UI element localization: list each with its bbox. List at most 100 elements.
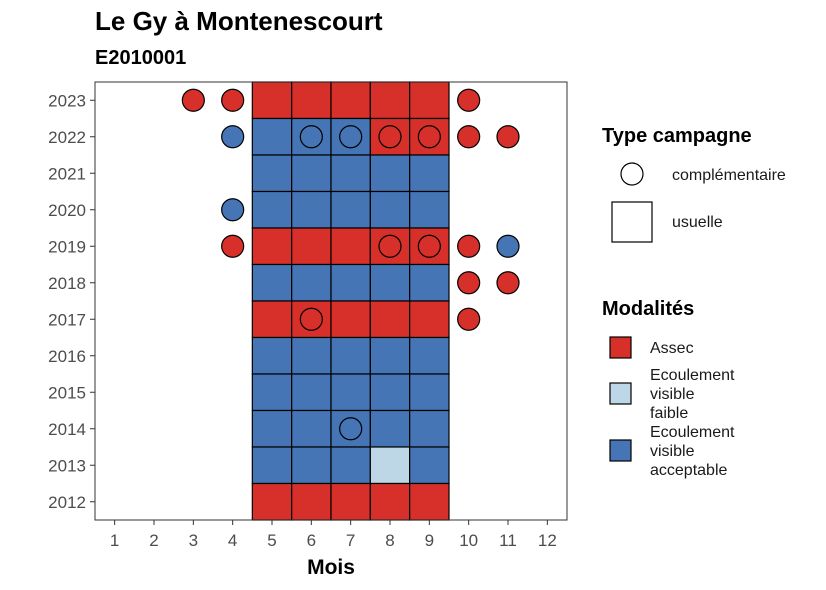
point-complementaire xyxy=(417,125,441,149)
cell-usuelle xyxy=(369,154,411,193)
cell-usuelle xyxy=(369,446,411,485)
y-tick-label: 2023 xyxy=(48,91,86,110)
cell-usuelle xyxy=(251,190,293,229)
cell-usuelle xyxy=(369,482,411,521)
legend-type-label: usuelle xyxy=(672,214,723,231)
cell-usuelle xyxy=(251,482,293,521)
cell-usuelle xyxy=(330,336,371,375)
y-tick-label: 2022 xyxy=(48,128,86,147)
x-tick-label: 3 xyxy=(189,531,198,550)
point-complementaire xyxy=(457,125,481,149)
cell-usuelle xyxy=(291,190,332,229)
cell-usuelle xyxy=(409,81,450,120)
point-complementaire xyxy=(457,307,481,331)
legend-modalites-title: Modalités xyxy=(602,298,694,320)
x-tick-label: 12 xyxy=(538,531,557,550)
cell-usuelle xyxy=(291,154,332,193)
point-complementaire xyxy=(457,234,481,258)
point-complementaire xyxy=(457,88,481,112)
point-complementaire xyxy=(417,234,441,258)
cell-usuelle xyxy=(251,409,293,448)
cell-usuelle xyxy=(251,446,293,485)
cell-usuelle xyxy=(369,81,411,120)
cell-usuelle xyxy=(330,227,371,266)
y-tick-label: 2014 xyxy=(48,420,86,439)
cell-usuelle xyxy=(330,300,371,339)
legend-square-symbol xyxy=(611,201,653,243)
y-tick-label: 2016 xyxy=(48,347,86,366)
point-complementaire xyxy=(457,271,481,295)
point-complementaire xyxy=(496,234,520,258)
cell-usuelle xyxy=(409,373,450,412)
cell-usuelle xyxy=(409,409,450,448)
cell-usuelle xyxy=(330,190,371,229)
cell-usuelle xyxy=(409,300,450,339)
y-tick-label: 2015 xyxy=(48,383,86,402)
cell-usuelle xyxy=(409,336,450,375)
y-tick-label: 2017 xyxy=(48,310,86,329)
x-axis-label: Mois xyxy=(307,556,355,579)
plot-cells xyxy=(251,81,450,521)
legend-swatch xyxy=(609,336,632,359)
cell-usuelle xyxy=(369,336,411,375)
cell-usuelle xyxy=(330,446,371,485)
point-complementaire xyxy=(299,125,323,149)
y-axis: 2023 2022 2021 2020 2019 2018 2017 2016 2015 2014… xyxy=(48,91,95,512)
legend-swatch xyxy=(609,382,632,405)
legend-modalite-label: Ecoulement visible acceptable xyxy=(650,424,735,479)
cell-usuelle xyxy=(291,263,332,302)
cell-usuelle xyxy=(330,117,371,156)
legend: Type campagne complémentaire usuelle Modali… xyxy=(602,125,786,479)
x-tick-label: 1 xyxy=(110,531,119,550)
cell-usuelle xyxy=(330,373,371,412)
cell-usuelle xyxy=(291,336,332,375)
x-tick-label: 2 xyxy=(149,531,158,550)
chart-subtitle: E2010001 xyxy=(95,47,186,69)
legend-modalite-label: Ecoulement visible faible xyxy=(650,367,735,422)
cell-usuelle xyxy=(369,190,411,229)
point-complementaire xyxy=(378,125,402,149)
point-complementaire xyxy=(221,125,245,149)
x-tick-label: 10 xyxy=(459,531,478,550)
legend-type-label: complémentaire xyxy=(672,167,786,184)
cell-usuelle xyxy=(291,81,332,120)
cell-usuelle xyxy=(291,409,332,448)
x-tick-label: 11 xyxy=(499,531,517,550)
cell-usuelle xyxy=(291,482,332,521)
x-axis: 1 2 3 4 5 6 7 8 9 10 11 12 xyxy=(110,520,557,550)
x-tick-label: 7 xyxy=(346,531,355,550)
point-complementaire xyxy=(378,234,402,258)
y-tick-label: 2020 xyxy=(48,201,86,220)
cell-usuelle xyxy=(330,263,371,302)
point-complementaire xyxy=(299,307,323,331)
x-tick-label: 5 xyxy=(267,531,276,550)
point-complementaire xyxy=(339,417,363,441)
cell-usuelle xyxy=(330,154,371,193)
cell-usuelle xyxy=(291,373,332,412)
cell-usuelle xyxy=(330,81,371,120)
cell-usuelle xyxy=(369,373,411,412)
cell-usuelle xyxy=(409,263,450,302)
x-tick-label: 6 xyxy=(307,531,316,550)
cell-usuelle xyxy=(251,336,293,375)
cell-usuelle xyxy=(369,300,411,339)
point-complementaire xyxy=(339,125,363,149)
legend-circle-symbol xyxy=(620,162,644,186)
cell-usuelle xyxy=(291,446,332,485)
y-tick-label: 2018 xyxy=(48,274,86,293)
cell-usuelle xyxy=(291,227,332,266)
point-complementaire xyxy=(221,234,245,258)
point-complementaire xyxy=(221,198,245,222)
point-complementaire xyxy=(181,88,205,112)
point-complementaire xyxy=(221,88,245,112)
chart-title: Le Gy à Montenescourt xyxy=(95,6,383,36)
point-complementaire xyxy=(496,125,520,149)
cell-usuelle xyxy=(409,154,450,193)
cell-usuelle xyxy=(409,482,450,521)
cell-usuelle xyxy=(409,190,450,229)
cell-usuelle xyxy=(251,300,293,339)
y-tick-label: 2021 xyxy=(48,164,86,183)
cell-usuelle xyxy=(251,227,293,266)
cell-usuelle xyxy=(251,117,293,156)
